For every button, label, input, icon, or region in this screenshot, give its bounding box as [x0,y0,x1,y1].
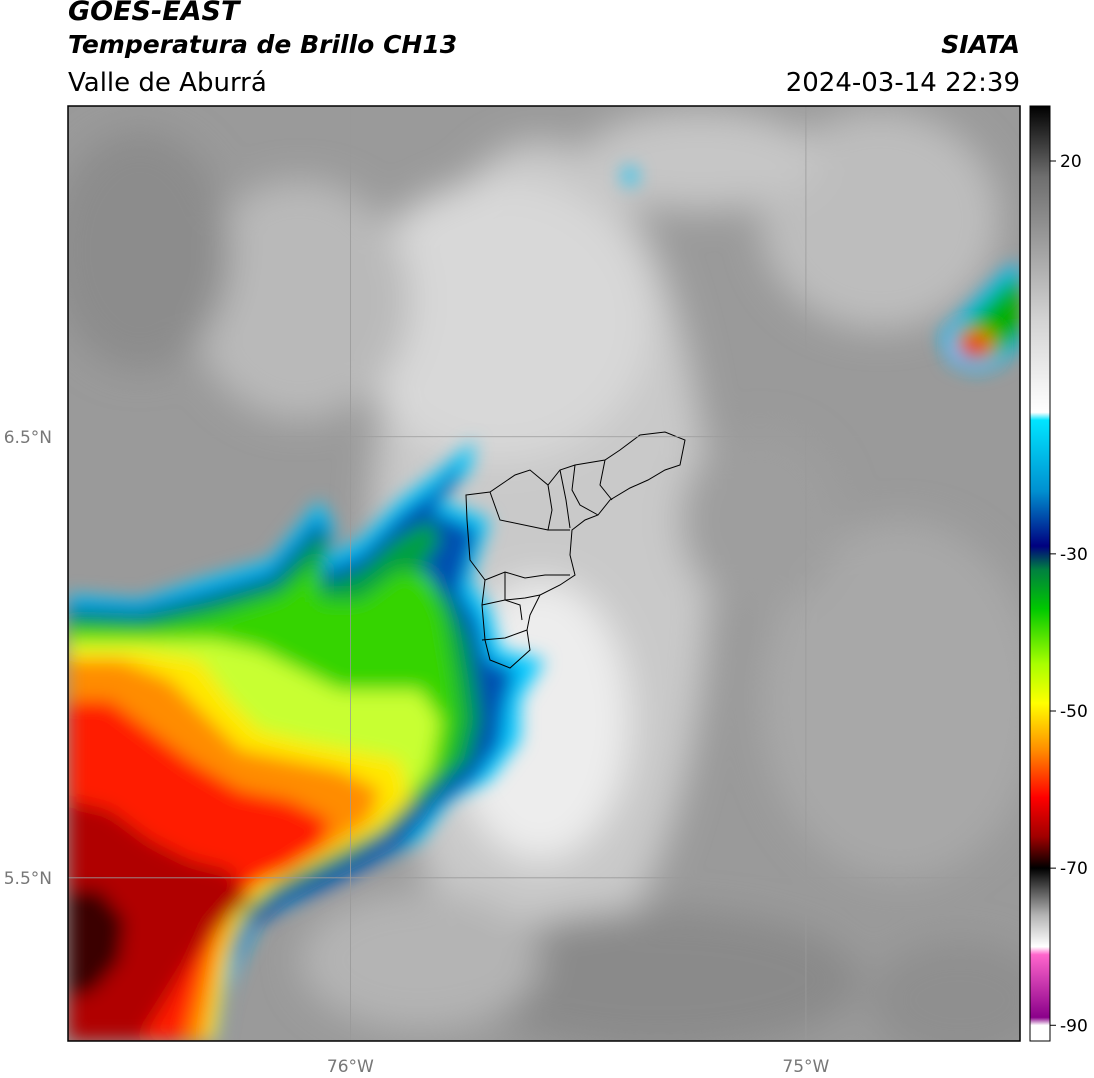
satellite-title: GOES-EAST [68,0,240,27]
colorbar-tick-label: -90 [1060,1016,1088,1036]
colorbar-tick-label: -70 [1060,859,1088,879]
colorbar-tick-label: -30 [1060,545,1088,565]
colorbar-tick-label: -50 [1060,702,1088,722]
colorbar-ticks: 20 -30 -50 -70 -90 [1050,152,1088,1036]
timestamp-label: 2024-03-14 22:39 [785,68,1020,98]
organization-label: SIATA [941,30,1020,59]
lon-label: 76°W [327,1057,374,1077]
municipality-outlines [465,431,686,669]
lat-label: 6.5°N [4,428,52,448]
lon-label: 75°W [782,1057,829,1077]
region-label: Valle de Aburrá [68,68,267,98]
colorbar-tick-label: 20 [1060,152,1082,172]
map-gridlines [68,106,1020,1041]
lat-label: 5.5°N [4,869,52,889]
colorbar: 20 -30 -50 -70 -90 [1029,105,1088,1042]
map-frame [67,105,1021,1042]
brightness-temperature-field [68,106,1020,1041]
product-title: Temperatura de Brillo CH13 [68,30,458,59]
colorbar-frame [1029,105,1051,1042]
axis-labels: 6.5°N 5.5°N 76°W 75°W [4,428,830,1077]
convective-storm-system [68,167,1020,1041]
colorbar-gradient [1030,106,1050,1041]
